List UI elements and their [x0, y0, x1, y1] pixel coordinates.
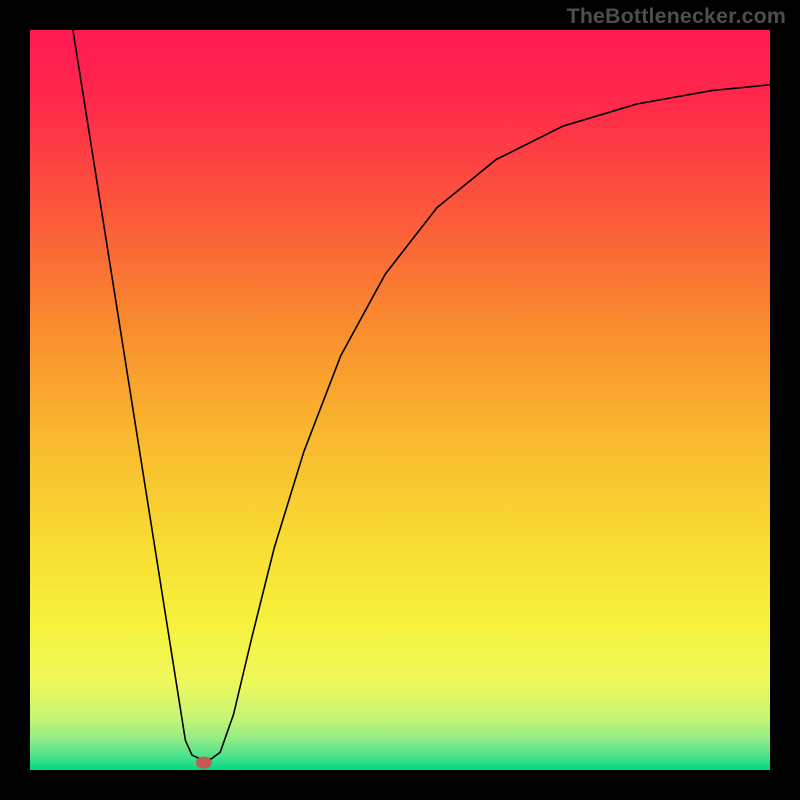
bottleneck-chart [0, 0, 800, 800]
watermark-text: TheBottlenecker.com [567, 4, 786, 29]
minimum-marker [196, 757, 212, 769]
chart-frame: TheBottlenecker.com [0, 0, 800, 800]
plot-background [30, 30, 770, 770]
